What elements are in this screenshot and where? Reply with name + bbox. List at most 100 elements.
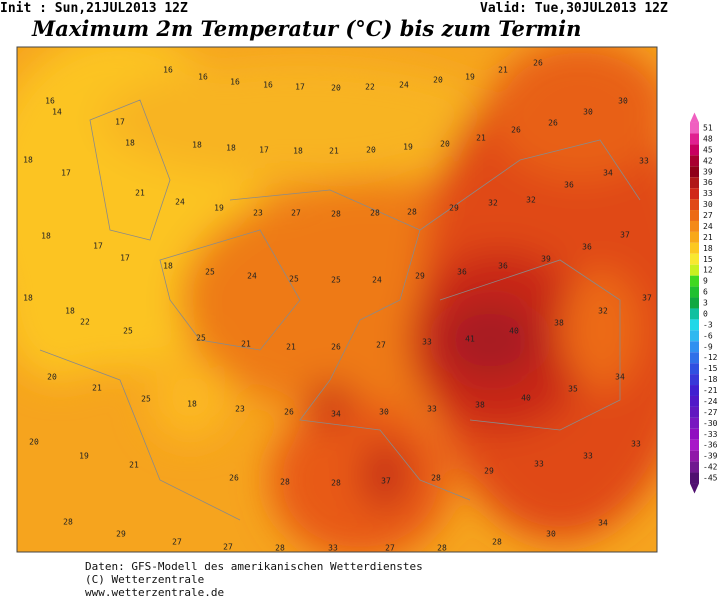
colorbar-swatch (690, 122, 699, 134)
temperature-label: 22 (80, 318, 90, 327)
temperature-label: 40 (521, 394, 531, 403)
temperature-label: 34 (615, 373, 625, 382)
temperature-label: 20 (440, 140, 450, 149)
colorbar-swatch (690, 352, 699, 364)
temperature-label: 19 (465, 73, 475, 82)
colorbar-label: 27 (703, 211, 713, 220)
colorbar-label: -27 (703, 408, 718, 417)
colorbar-swatch (690, 220, 699, 232)
temperature-label: 14 (52, 108, 62, 117)
temperature-label: 38 (554, 319, 564, 328)
temperature-label: 17 (61, 169, 71, 178)
temperature-label: 30 (379, 408, 389, 417)
temperature-label: 27 (385, 544, 395, 553)
temperature-label: 18 (41, 232, 51, 241)
temperature-label: 28 (370, 209, 380, 218)
colorbar-swatch (690, 264, 699, 276)
colorbar-swatch (690, 155, 699, 167)
temperature-label: 28 (492, 538, 502, 547)
temperature-label: 33 (631, 440, 641, 449)
colorbar-label: 0 (703, 309, 708, 318)
temperature-label: 34 (331, 410, 341, 419)
temperature-label: 24 (247, 272, 257, 281)
colorbar-swatch (690, 253, 699, 265)
colorbar-label: -6 (703, 331, 713, 340)
footer-url: www.wetterzentrale.de (85, 586, 224, 599)
colorbar-swatch (690, 472, 699, 484)
temperature-label: 32 (598, 307, 608, 316)
colorbar-swatch (690, 297, 699, 309)
temperature-label: 16 (230, 78, 240, 87)
temperature-label: 30 (583, 108, 593, 117)
temperature-label: 26 (548, 119, 558, 128)
valid-time: Valid: Tue,30JUL2013 12Z (480, 1, 668, 16)
temperature-label: 34 (598, 519, 608, 528)
temperature-label: 21 (286, 343, 296, 352)
temperature-label: 18 (192, 141, 202, 150)
temperature-label: 16 (198, 73, 208, 82)
temperature-label: 36 (457, 268, 467, 277)
colorbar-swatch (690, 385, 699, 396)
temperature-label: 29 (415, 272, 425, 281)
temperature-label: 20 (47, 373, 57, 382)
temperature-label: 19 (79, 452, 89, 461)
colorbar-label: 42 (703, 156, 713, 165)
temperature-label: 25 (196, 334, 206, 343)
temperature-label: 28 (431, 474, 441, 483)
temperature-label: 20 (331, 84, 341, 93)
temperature-label: 24 (175, 198, 185, 207)
temperature-label: 21 (135, 189, 145, 198)
temperature-label: 29 (449, 204, 459, 213)
colorbar-label: 36 (703, 178, 713, 187)
temperature-label: 23 (253, 209, 263, 218)
temperature-label: 25 (289, 275, 299, 284)
colorbar-label: 48 (703, 134, 713, 143)
temperature-label: 30 (546, 530, 556, 539)
temperature-label: 18 (23, 294, 33, 303)
temperature-label: 33 (639, 157, 649, 166)
colorbar-label: 15 (703, 255, 713, 264)
temperature-label: 28 (275, 544, 285, 553)
temperature-label: 18 (125, 139, 135, 148)
temperature-label: 25 (205, 268, 215, 277)
temperature-label: 18 (23, 156, 33, 165)
colorbar-label: 18 (703, 244, 713, 253)
temperature-label: 19 (403, 143, 413, 152)
colorbar-swatch (690, 144, 699, 156)
temperature-label: 17 (93, 242, 103, 251)
colorbar-swatch (690, 428, 699, 440)
temperature-label: 26 (533, 59, 543, 68)
temperature-label: 29 (484, 467, 494, 476)
colorbar-arrow-top (690, 112, 699, 123)
temperature-label: 28 (407, 208, 417, 217)
colorbar-label: 9 (703, 277, 708, 286)
footer-copyright: (C) Wetterzentrale (85, 573, 204, 586)
colorbar-label: -45 (703, 474, 718, 483)
temperature-label: 18 (293, 147, 303, 156)
temperature-label: 16 (263, 81, 273, 90)
colorbar-label: 51 (703, 124, 713, 133)
colorbar-swatch (690, 363, 699, 375)
map-frame (16, 46, 658, 553)
temperature-label: 21 (329, 147, 339, 156)
colorbar-swatch (690, 286, 699, 298)
temperature-label: 30 (618, 97, 628, 106)
colorbar-swatch (690, 210, 699, 221)
colorbar-label: -12 (703, 353, 718, 362)
temperature-label: 19 (214, 204, 224, 213)
temperature-label: 16 (45, 97, 55, 106)
temperature-label: 37 (620, 231, 630, 240)
temperature-label: 33 (328, 544, 338, 553)
temperature-label: 21 (129, 461, 139, 470)
map-title: Maximum 2m Temperatur (°C) bis zum Termi… (31, 16, 581, 41)
colorbar-label: 12 (703, 266, 713, 275)
colorbar-label: -3 (703, 320, 713, 329)
colorbar-label: -18 (703, 375, 718, 384)
temperature-label: 26 (511, 126, 521, 135)
temperature-label: 16 (163, 66, 173, 75)
temperature-label: 24 (372, 276, 382, 285)
colorbar-label: -30 (703, 419, 718, 428)
footer-source: Daten: GFS-Modell des amerikanischen Wet… (85, 560, 423, 573)
temperature-label: 17 (120, 254, 130, 263)
temperature-label: 25 (141, 395, 151, 404)
